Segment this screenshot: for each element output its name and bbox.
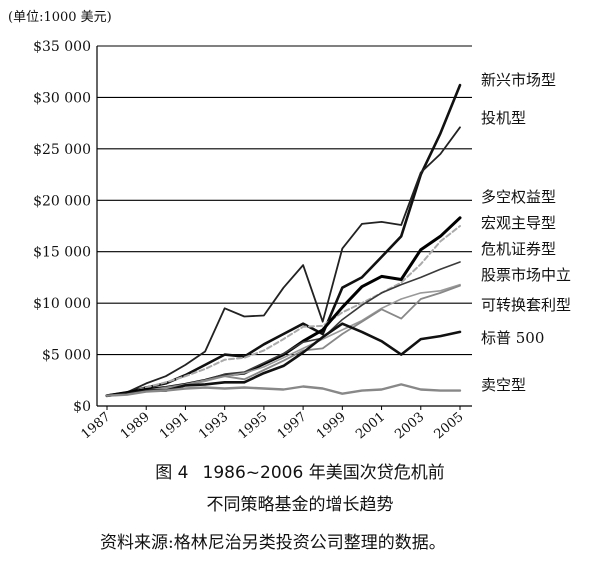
legend-label: 可转换套利型 bbox=[481, 296, 571, 314]
series-lines bbox=[105, 83, 462, 398]
y-tick-label: $20 000 bbox=[33, 193, 91, 209]
legend-label: 投机型 bbox=[481, 109, 526, 127]
series-line bbox=[105, 83, 462, 398]
y-tick-label: $25 000 bbox=[33, 142, 91, 158]
y-tick-label: $15 000 bbox=[33, 245, 91, 261]
figure-number: 图 4 bbox=[155, 463, 189, 483]
legend-label: 股票市场中立 bbox=[481, 266, 571, 284]
series-line bbox=[106, 283, 461, 397]
legend-label: 标普 500 bbox=[481, 329, 544, 347]
figure-caption-line1: 图 4 1986~2006 年美国次贷危机前 bbox=[0, 458, 600, 483]
x-tick-label: 1997 bbox=[275, 410, 310, 443]
x-tick-label: 1991 bbox=[157, 410, 192, 443]
x-axis-tick-labels: 1987 1989 1991 1993 1995 1997 1999 2001 2003 2005 bbox=[79, 406, 467, 442]
legend-label: 危机证券型 bbox=[481, 240, 556, 258]
x-tick-label: 1993 bbox=[196, 410, 231, 443]
series-line bbox=[106, 284, 461, 397]
x-tick-label: 1989 bbox=[118, 410, 153, 443]
series-line bbox=[106, 261, 461, 397]
series-line bbox=[105, 216, 462, 398]
line-chart: $0 $5 000 $10 000 $15 000 $20 000 $25 000 $30 … bbox=[33, 39, 571, 442]
legend-label: 多空权益型 bbox=[481, 188, 556, 206]
y-tick-label: $30 000 bbox=[33, 90, 91, 106]
y-tick-label: $5 000 bbox=[42, 348, 91, 364]
legend-label: 宏观主导型 bbox=[481, 214, 556, 232]
gridlines bbox=[97, 45, 472, 356]
source-note: 资料来源:格林尼治另类投资公司整理的数据。 bbox=[100, 533, 446, 553]
series-line bbox=[106, 225, 461, 397]
y-tick-label: $10 000 bbox=[33, 296, 91, 312]
series-line bbox=[106, 126, 461, 397]
y-tick-label: $35 000 bbox=[33, 39, 91, 55]
unit-label: (单位:1000 美元) bbox=[8, 10, 112, 25]
x-tick-label: 2005 bbox=[432, 410, 467, 443]
figure-title: 1986~2006 年美国次贷危机前 bbox=[202, 463, 445, 483]
x-tick-label: 1995 bbox=[235, 410, 270, 443]
x-tick-label: 1999 bbox=[314, 410, 349, 443]
x-tick-label: 2001 bbox=[353, 410, 388, 443]
y-axis-tick-labels: $0 $5 000 $10 000 $15 000 $20 000 $25 000 $30 … bbox=[33, 39, 91, 415]
series-line bbox=[105, 383, 462, 397]
legend-label: 卖空型 bbox=[481, 376, 526, 394]
y-tick-label: $0 bbox=[73, 399, 91, 415]
x-tick-label: 2003 bbox=[392, 410, 427, 443]
figure-caption-line2: 不同策略基金的增长趋势 bbox=[206, 495, 394, 515]
legend-label: 新兴市场型 bbox=[481, 71, 556, 89]
